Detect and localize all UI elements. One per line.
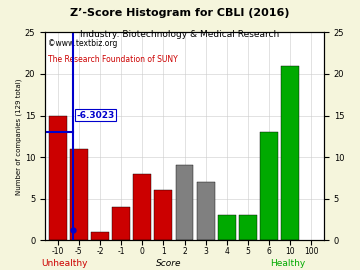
Text: Z’-Score Histogram for CBLI (2016): Z’-Score Histogram for CBLI (2016) — [70, 8, 290, 18]
Text: Score: Score — [157, 259, 182, 268]
Bar — [49, 116, 67, 240]
Text: The Research Foundation of SUNY: The Research Foundation of SUNY — [48, 55, 177, 64]
Bar — [112, 207, 130, 240]
Bar — [70, 149, 88, 240]
Bar — [260, 132, 278, 240]
Bar — [91, 232, 109, 240]
Bar — [133, 174, 151, 240]
Bar — [197, 182, 215, 240]
Bar — [154, 190, 172, 240]
Y-axis label: Number of companies (129 total): Number of companies (129 total) — [15, 78, 22, 195]
Text: -6.3023: -6.3023 — [76, 111, 115, 120]
Text: Unhealthy: Unhealthy — [41, 259, 88, 268]
Bar — [176, 166, 193, 240]
Bar — [218, 215, 236, 240]
Text: ©www.textbiz.org: ©www.textbiz.org — [48, 39, 117, 48]
Text: Healthy: Healthy — [270, 259, 306, 268]
Bar — [239, 215, 257, 240]
Bar — [281, 66, 299, 240]
Text: Industry: Biotechnology & Medical Research: Industry: Biotechnology & Medical Resear… — [80, 30, 280, 39]
